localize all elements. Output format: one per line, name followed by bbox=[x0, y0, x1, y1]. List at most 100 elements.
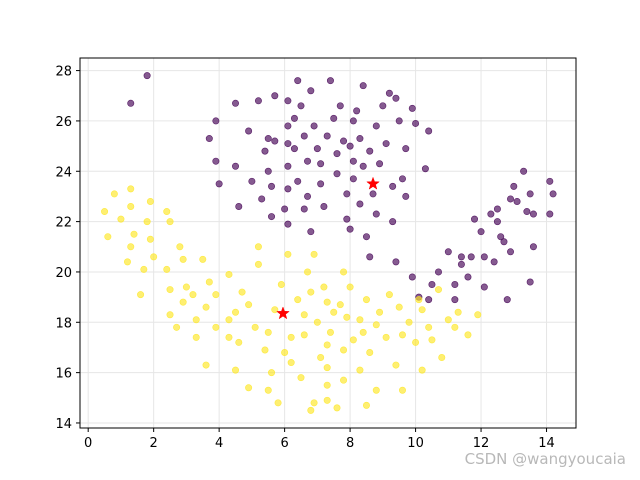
data-point-purple bbox=[480, 253, 488, 261]
data-point-yellow bbox=[320, 283, 328, 291]
data-point-purple bbox=[395, 117, 403, 125]
data-point-yellow bbox=[166, 311, 174, 319]
data-point-yellow bbox=[212, 291, 220, 299]
data-point-purple bbox=[330, 114, 338, 122]
x-tick-label: 8 bbox=[346, 436, 354, 451]
data-point-yellow bbox=[346, 283, 354, 291]
data-point-purple bbox=[372, 122, 380, 130]
data-point-yellow bbox=[349, 336, 357, 344]
data-point-purple bbox=[290, 145, 298, 153]
data-point-yellow bbox=[205, 278, 213, 286]
data-point-purple bbox=[549, 190, 557, 198]
data-point-purple bbox=[304, 192, 312, 200]
data-point-purple bbox=[307, 87, 315, 95]
data-point-yellow bbox=[212, 323, 220, 331]
x-tick-label: 14 bbox=[538, 436, 555, 451]
data-point-purple bbox=[215, 180, 223, 188]
data-point-yellow bbox=[294, 296, 302, 304]
data-point-yellow bbox=[356, 316, 364, 324]
data-point-yellow bbox=[310, 399, 318, 407]
data-point-purple bbox=[408, 273, 416, 281]
data-point-purple bbox=[300, 132, 308, 140]
data-point-yellow bbox=[268, 369, 276, 377]
data-point-yellow bbox=[385, 291, 393, 299]
data-point-yellow bbox=[199, 255, 207, 263]
data-point-purple bbox=[258, 195, 266, 203]
data-point-yellow bbox=[359, 328, 367, 336]
data-point-yellow bbox=[372, 321, 380, 329]
data-point-yellow bbox=[143, 218, 151, 226]
data-point-purple bbox=[284, 220, 292, 228]
data-point-purple bbox=[343, 215, 351, 223]
data-point-purple bbox=[326, 77, 334, 85]
data-point-purple bbox=[434, 268, 442, 276]
data-point-yellow bbox=[310, 250, 318, 258]
data-points bbox=[101, 72, 557, 414]
data-point-yellow bbox=[163, 265, 171, 273]
data-point-yellow bbox=[284, 250, 292, 258]
data-point-purple bbox=[451, 281, 459, 289]
data-point-purple bbox=[497, 233, 505, 241]
data-point-yellow bbox=[117, 215, 125, 223]
data-point-purple bbox=[317, 180, 325, 188]
data-point-purple bbox=[546, 210, 554, 218]
data-point-purple bbox=[444, 248, 452, 256]
data-point-purple bbox=[268, 182, 276, 190]
data-point-yellow bbox=[192, 333, 200, 341]
y-tick-label: 22 bbox=[55, 216, 72, 231]
data-point-yellow bbox=[202, 361, 210, 369]
data-point-yellow bbox=[366, 348, 374, 356]
data-point-purple bbox=[313, 145, 321, 153]
data-point-yellow bbox=[173, 323, 181, 331]
data-point-purple bbox=[503, 296, 511, 304]
axes-frame bbox=[79, 57, 577, 429]
data-point-purple bbox=[284, 122, 292, 130]
data-point-purple bbox=[284, 162, 292, 170]
data-point-purple bbox=[127, 99, 135, 107]
data-point-purple bbox=[493, 205, 501, 213]
data-point-purple bbox=[385, 89, 393, 97]
data-point-purple bbox=[362, 233, 370, 241]
data-point-purple bbox=[349, 175, 357, 183]
data-point-yellow bbox=[418, 306, 426, 314]
data-point-purple bbox=[369, 190, 377, 198]
data-point-yellow bbox=[150, 253, 158, 261]
x-tick-label: 2 bbox=[150, 436, 158, 451]
data-point-purple bbox=[245, 127, 253, 135]
data-point-yellow bbox=[323, 381, 331, 389]
data-point-purple bbox=[490, 258, 498, 266]
data-point-purple bbox=[379, 102, 387, 110]
data-point-yellow bbox=[245, 384, 253, 392]
data-point-purple bbox=[205, 135, 213, 143]
data-point-yellow bbox=[238, 288, 246, 296]
data-point-yellow bbox=[412, 338, 420, 346]
data-point-yellow bbox=[323, 298, 331, 306]
data-point-purple bbox=[143, 72, 151, 80]
data-point-yellow bbox=[425, 323, 433, 331]
data-point-purple bbox=[343, 190, 351, 198]
y-tick-label: 28 bbox=[55, 65, 72, 80]
data-point-purple bbox=[333, 150, 341, 158]
data-point-purple bbox=[392, 94, 400, 102]
data-point-yellow bbox=[110, 190, 118, 198]
data-point-purple bbox=[507, 195, 515, 203]
data-point-yellow bbox=[398, 386, 406, 394]
data-point-yellow bbox=[101, 208, 109, 216]
data-point-purple bbox=[232, 162, 240, 170]
centroid-star-marker bbox=[276, 306, 290, 320]
y-tick-label: 24 bbox=[55, 165, 72, 180]
data-point-purple bbox=[359, 162, 367, 170]
data-point-purple bbox=[392, 258, 400, 266]
data-point-purple bbox=[372, 210, 380, 218]
data-point-yellow bbox=[281, 348, 289, 356]
data-point-yellow bbox=[323, 364, 331, 372]
data-point-purple bbox=[271, 92, 279, 100]
data-point-purple bbox=[457, 260, 465, 268]
data-point-yellow bbox=[372, 386, 380, 394]
data-point-yellow bbox=[179, 255, 187, 263]
data-point-yellow bbox=[192, 316, 200, 324]
data-point-yellow bbox=[146, 197, 154, 205]
data-point-yellow bbox=[362, 296, 370, 304]
data-point-purple bbox=[382, 140, 390, 148]
